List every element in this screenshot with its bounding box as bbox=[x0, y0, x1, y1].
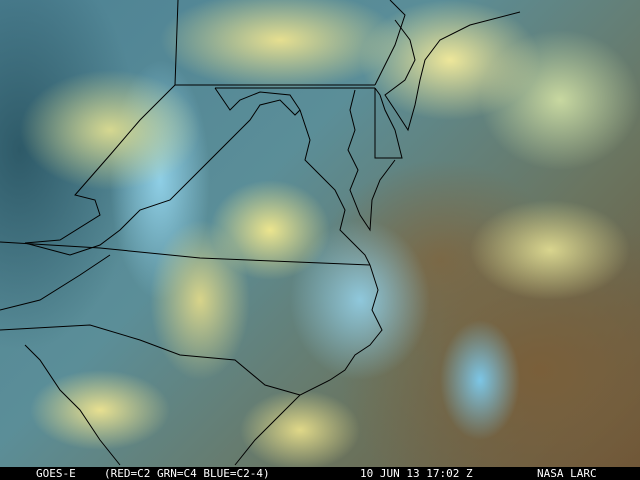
channel-label: (RED=C2 GRN=C4 BLUE=C2-4) bbox=[104, 467, 270, 480]
wv-border bbox=[24, 84, 301, 256]
caption-bar: GOES-E (RED=C2 GRN=C4 BLUE=C2-4) 10 JUN … bbox=[0, 467, 640, 480]
va-md-coast bbox=[299, 109, 371, 266]
satellite-image bbox=[0, 0, 640, 467]
satellite-label: GOES-E bbox=[36, 467, 76, 480]
nj-border bbox=[384, 11, 521, 132]
datetime-label: 10 JUN 13 17:02 Z bbox=[360, 467, 473, 480]
chesapeake bbox=[347, 89, 396, 232]
tn-nc-border bbox=[0, 254, 111, 311]
nc-coast bbox=[234, 264, 383, 466]
state-borders bbox=[0, 0, 521, 466]
pa-ny-border bbox=[174, 0, 375, 86]
va-nc-border bbox=[0, 241, 371, 266]
sc-ga-border bbox=[24, 344, 121, 466]
delmarva bbox=[374, 87, 403, 159]
ny-border bbox=[374, 0, 406, 86]
nc-sc-border bbox=[0, 324, 301, 396]
source-label: NASA LARC bbox=[537, 467, 597, 480]
